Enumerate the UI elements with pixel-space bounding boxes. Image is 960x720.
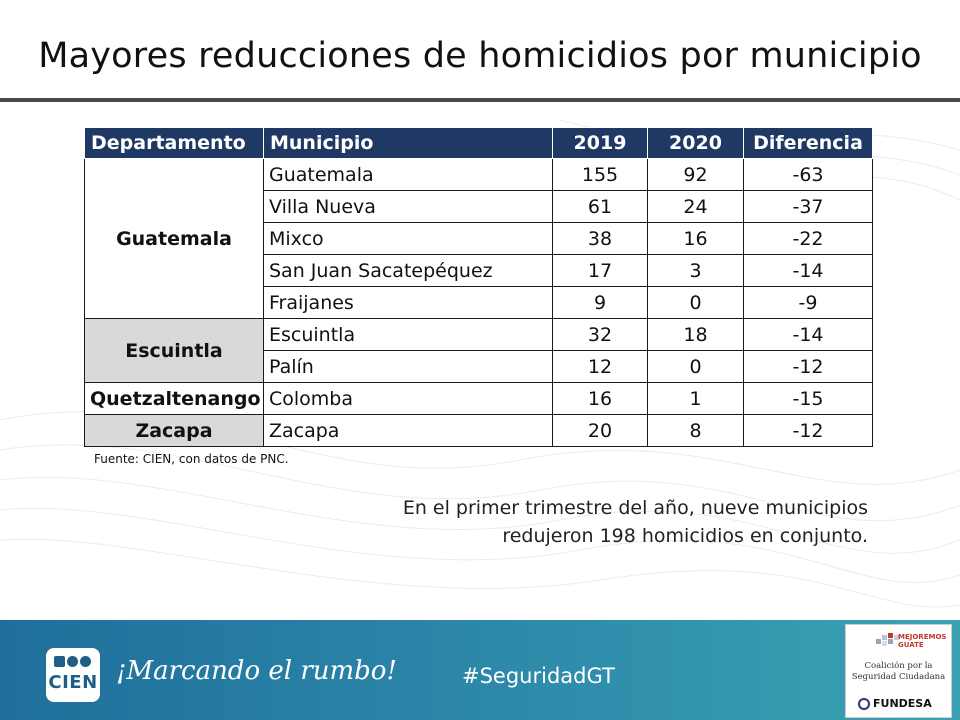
value-2019-cell: 16 <box>552 382 648 415</box>
diferencia-cell: -12 <box>743 350 873 383</box>
value-2020-cell: 1 <box>647 382 744 415</box>
departamento-cell: Quetzaltenango <box>84 382 264 415</box>
municipio-cell: Colomba <box>263 382 553 415</box>
summary-line-1: En el primer trimestre del año, nueve mu… <box>402 497 868 519</box>
page-title: Mayores reducciones de homicidios por mu… <box>38 36 922 76</box>
diferencia-cell: -22 <box>743 222 873 255</box>
table-row: Zacapa Zacapa 20 8 -12 <box>84 414 873 447</box>
municipio-cell: Fraijanes <box>263 286 553 319</box>
partner-logo-box: MEJOREMOS GUATE Coalición por la Segurid… <box>845 624 952 718</box>
table-header-row: Departamento Municipio 2019 2020 Diferen… <box>84 127 873 159</box>
cien-logo-text: CIEN <box>48 672 98 693</box>
value-2019-cell: 12 <box>552 350 648 383</box>
mejoremos-guate-text: MEJOREMOS GUATE <box>898 633 947 649</box>
cien-logo-mark-icon <box>54 656 91 667</box>
hashtag: #SeguridadGT <box>462 664 615 688</box>
value-2019-cell: 38 <box>552 222 648 255</box>
value-2019-cell: 9 <box>552 286 648 319</box>
diferencia-cell: -9 <box>743 286 873 319</box>
municipio-cell: San Juan Sacatepéquez <box>263 254 553 287</box>
table-row: Quetzaltenango Colomba 16 1 -15 <box>84 382 873 415</box>
coalicion-line-2: Seguridad Ciudadana <box>851 672 946 682</box>
table-row: Guatemala Guatemala 155 92 -63 <box>84 158 873 319</box>
mejoremos-guate-icon <box>876 633 899 646</box>
header-departamento: Departamento <box>84 127 264 159</box>
municipio-cell: Villa Nueva <box>263 190 553 223</box>
value-2020-cell: 3 <box>647 254 744 287</box>
value-2020-cell: 24 <box>647 190 744 223</box>
coalicion-line-1: Coalición por la <box>864 661 933 671</box>
header-2020: 2020 <box>647 127 744 159</box>
municipio-cell: Mixco <box>263 222 553 255</box>
fundesa-icon <box>858 698 870 710</box>
value-2019-cell: 20 <box>552 414 648 447</box>
cien-logo: CIEN <box>46 648 100 702</box>
table-body: Guatemala Guatemala 155 92 -63 Villa Nueva 61 2… <box>84 158 873 447</box>
summary-note: En el primer trimestre del año, nueve mu… <box>348 494 868 550</box>
departamento-cell: Escuintla <box>84 318 264 383</box>
header-2019: 2019 <box>552 127 648 159</box>
title-divider <box>0 98 960 102</box>
value-2020-cell: 16 <box>647 222 744 255</box>
value-2020-cell: 8 <box>647 414 744 447</box>
value-2020-cell: 0 <box>647 350 744 383</box>
value-2020-cell: 18 <box>647 318 744 351</box>
value-2019-cell: 32 <box>552 318 648 351</box>
diferencia-cell: -63 <box>743 158 873 191</box>
fundesa-text: FUNDESA <box>873 697 932 710</box>
header-municipio: Municipio <box>263 127 553 159</box>
table-row: Mixco 38 16 -22 <box>85 222 873 255</box>
municipio-cell: Zacapa <box>263 414 553 447</box>
table-row: Palín 12 0 -12 <box>85 350 873 383</box>
diferencia-cell: -12 <box>743 414 873 447</box>
diferencia-cell: -15 <box>743 382 873 415</box>
value-2019-cell: 155 <box>552 158 648 191</box>
fundesa-logo: FUNDESA <box>858 697 932 710</box>
value-2020-cell: 92 <box>647 158 744 191</box>
header-diferencia: Diferencia <box>743 127 873 159</box>
source-note: Fuente: CIEN, con datos de PNC. <box>94 452 289 466</box>
diferencia-cell: -14 <box>743 318 873 351</box>
table-row: San Juan Sacatepéquez 17 3 -14 <box>85 254 873 287</box>
municipio-cell: Guatemala <box>263 158 553 191</box>
homicide-reduction-table: Departamento Municipio 2019 2020 Diferen… <box>84 127 873 447</box>
municipio-cell: Palín <box>263 350 553 383</box>
footer-bar: CIEN ¡Marcando el rumbo! #SeguridadGT ME… <box>0 620 960 720</box>
diferencia-cell: -37 <box>743 190 873 223</box>
value-2019-cell: 17 <box>552 254 648 287</box>
coalicion-text: Coalición por la Seguridad Ciudadana <box>846 661 951 683</box>
diferencia-cell: -14 <box>743 254 873 287</box>
slogan: ¡Marcando el rumbo! <box>116 656 397 686</box>
summary-line-2: redujeron 198 homicidios en conjunto. <box>502 525 868 547</box>
value-2019-cell: 61 <box>552 190 648 223</box>
municipio-cell: Escuintla <box>263 318 553 351</box>
value-2020-cell: 0 <box>647 286 744 319</box>
departamento-cell: Zacapa <box>84 414 264 447</box>
departamento-cell: Guatemala <box>84 158 264 319</box>
table-row: Escuintla Escuintla 32 18 -14 <box>84 318 873 383</box>
